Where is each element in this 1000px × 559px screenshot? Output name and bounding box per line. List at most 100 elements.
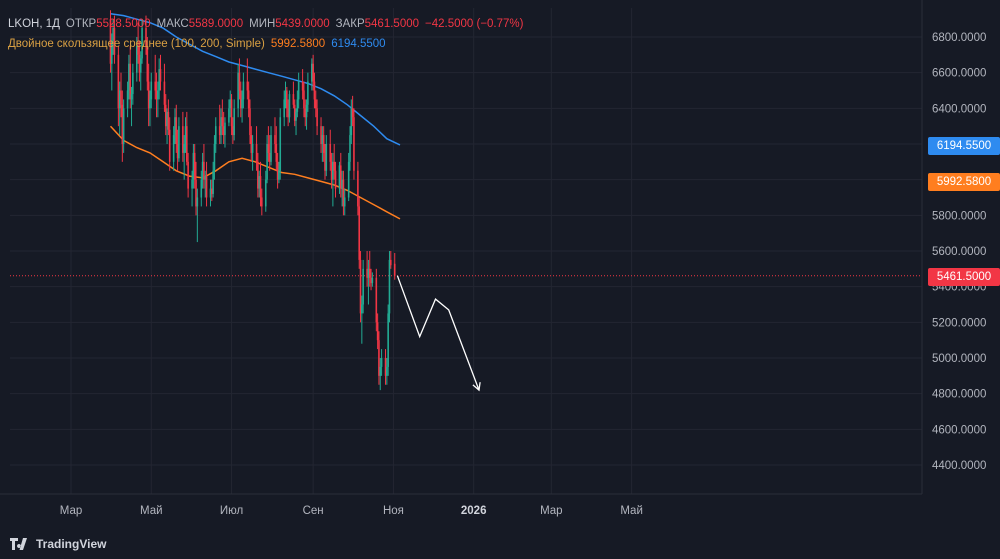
candle-up (213, 144, 216, 171)
candle-up (283, 99, 285, 118)
change-value: −42.5000 (−0.77%) (425, 18, 524, 30)
candle-up (380, 358, 383, 367)
candle-down (163, 81, 166, 105)
candle-up (371, 277, 374, 284)
ma-fast-value: 5992.5800 (270, 38, 326, 50)
y-tick-label: 6800.0000 (932, 32, 986, 44)
candle-down (147, 81, 150, 109)
candle-down (218, 126, 221, 136)
candle-down (368, 268, 371, 278)
candle-down (313, 81, 316, 100)
symbol-label[interactable]: LKOH, 1Д (8, 18, 60, 30)
tradingview-logo-icon[interactable] (10, 538, 30, 550)
y-tick-label: 4400.0000 (932, 460, 986, 472)
candle-up (196, 197, 199, 207)
candle-up (214, 126, 217, 144)
candle-down (232, 126, 234, 136)
candle-down (211, 188, 213, 194)
candle-up (158, 69, 160, 91)
candle-down (322, 135, 325, 153)
candle-down (351, 108, 354, 118)
candle-up (224, 122, 226, 136)
candle-up (297, 81, 300, 100)
candle-down (330, 161, 333, 180)
ma-row[interactable]: Двойное скользящее среднее (100, 200, Si… (8, 34, 523, 54)
candle-up (388, 259, 391, 314)
candle-up (132, 72, 134, 95)
candle-up (350, 108, 353, 136)
candle-down (389, 259, 392, 266)
candle-down (366, 268, 368, 278)
y-tick-label: 5800.0000 (932, 210, 986, 222)
brand-label[interactable]: TradingView (36, 537, 107, 551)
candle-down (257, 161, 259, 189)
candle-down (176, 144, 179, 159)
candle-down (267, 144, 270, 153)
candle-up (367, 268, 370, 278)
candle-up (338, 165, 341, 189)
x-tick-label: Мар (60, 505, 83, 517)
candle-down (138, 54, 141, 73)
ohlc-row: LKOH, 1Д ОТКР 5528.5000 МАКС 5589.0000 МИН… (8, 14, 523, 34)
x-tick-label: Июл (220, 505, 243, 517)
y-tick-label: 5600.0000 (932, 246, 986, 258)
y-tick-label: 5200.0000 (932, 317, 986, 329)
ma-indicator-title[interactable]: Двойное скользящее среднее (100, 200, Si… (8, 38, 265, 50)
candle-up (362, 268, 364, 305)
candle-up (242, 81, 245, 100)
ma-slow-price-tag: 6194.5500 (928, 137, 1000, 155)
candle-down (353, 117, 355, 171)
ma-fast-line (109, 125, 401, 220)
candle-down (187, 161, 189, 189)
candle-up (112, 28, 114, 41)
candle-down (259, 176, 262, 198)
candle-down (376, 322, 379, 341)
candle-down (324, 152, 326, 171)
candle-up (136, 45, 138, 73)
candle-up (307, 81, 309, 105)
candle-down (301, 81, 304, 91)
low-label: МИН (249, 18, 276, 30)
candle-down (159, 69, 162, 82)
candle-up (321, 135, 324, 144)
candle-down (249, 108, 251, 136)
candle-up (178, 126, 180, 159)
candle-up (279, 117, 282, 171)
candle-down (375, 277, 378, 323)
candle-up (172, 135, 175, 162)
candle-up (126, 90, 129, 109)
candle-down (246, 81, 249, 91)
projection-path (396, 275, 480, 391)
candle-up (361, 304, 363, 314)
x-tick-label: Май (620, 505, 643, 517)
candle-up (149, 99, 151, 109)
candle-down (255, 144, 258, 162)
candle-down (303, 90, 305, 109)
candle-down (145, 28, 147, 46)
candle-up (264, 179, 267, 207)
candle-down (117, 54, 120, 109)
candle-down (230, 99, 233, 127)
candle-down (146, 45, 149, 82)
close-label: ЗАКР (335, 18, 365, 30)
ma-fast-price-tag: 5992.5800 (928, 173, 1000, 191)
x-tick-label: 2026 (461, 505, 487, 517)
candle-up (192, 152, 195, 180)
candle-down (314, 99, 317, 109)
candle-down (247, 90, 250, 109)
candle-up (233, 108, 235, 136)
candle-up (229, 99, 232, 109)
candle-up (128, 63, 130, 91)
candle-up (266, 144, 268, 180)
candle-down (393, 263, 396, 276)
candle-down (222, 126, 225, 136)
candle-down (329, 144, 332, 162)
candle-down (287, 108, 289, 118)
candle-up (325, 144, 328, 171)
high-label: МАКС (156, 18, 189, 30)
candle-down (109, 19, 112, 64)
candle-up (150, 81, 153, 100)
candle-up (204, 176, 207, 180)
candle-up (278, 170, 280, 180)
